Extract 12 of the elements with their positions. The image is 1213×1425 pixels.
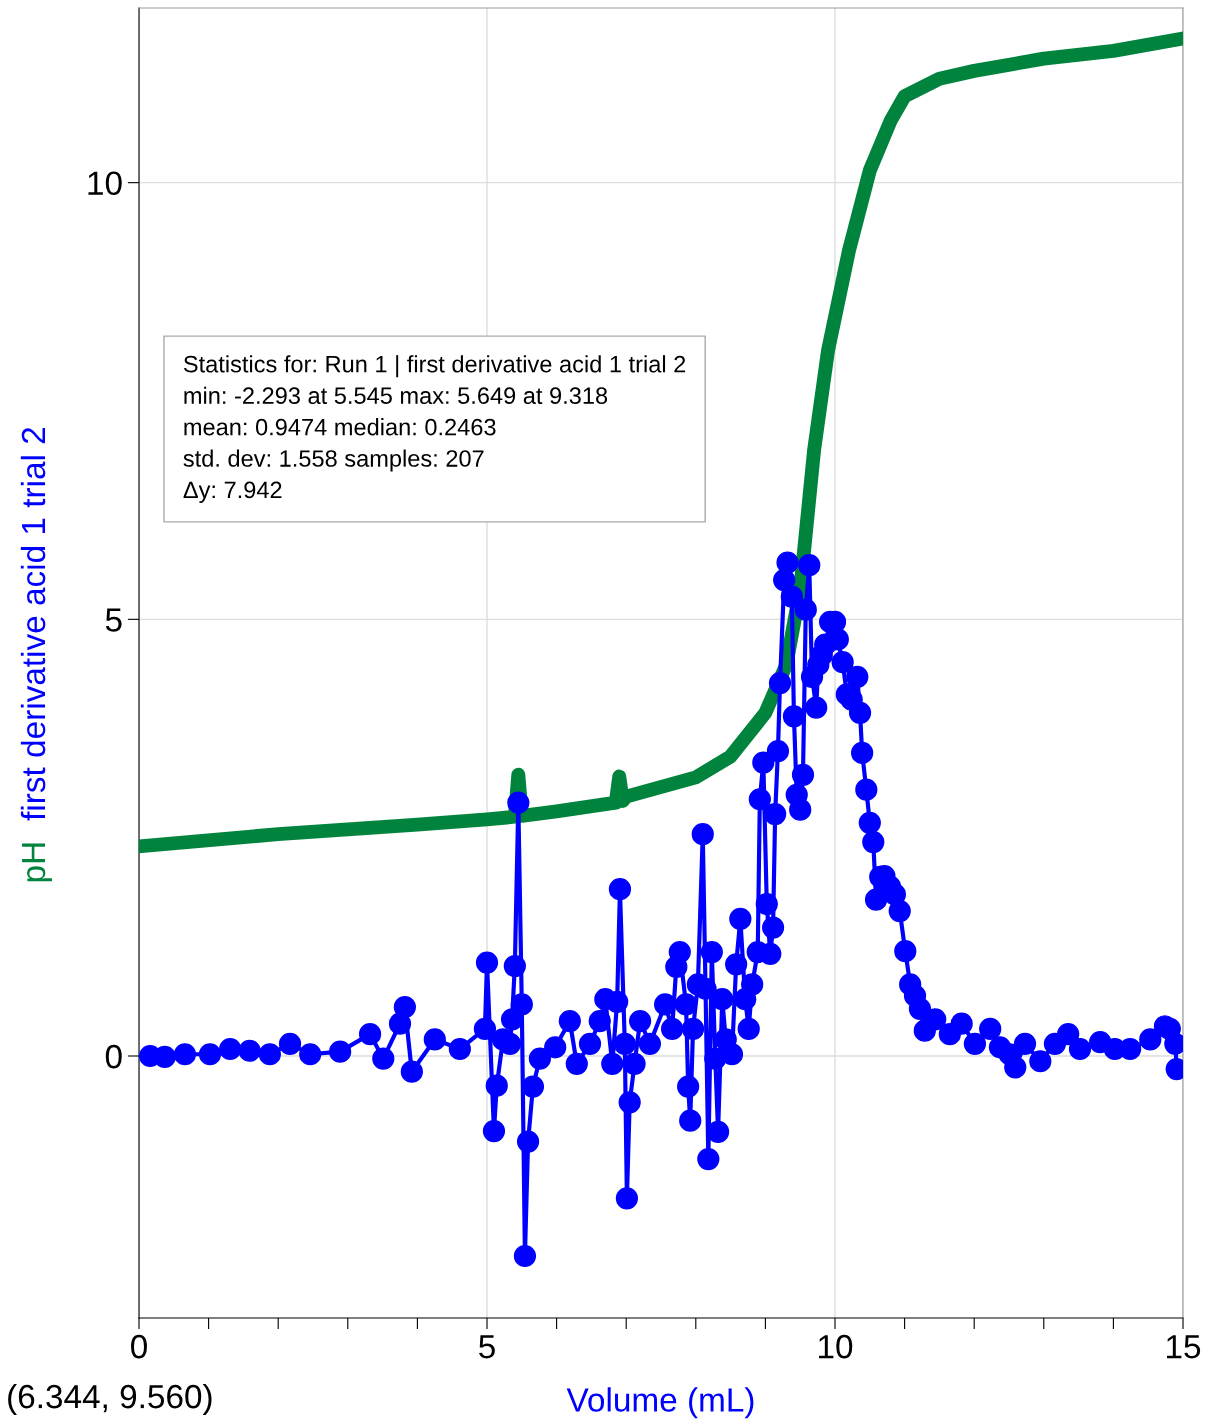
text: (6.344, 9.560) [8,1383,212,1416]
x-tick-label: 10 [819,1334,853,1359]
y-tick-label: 0 [105,1044,122,1069]
text: pH [22,843,52,882]
x-tick-label: 5 [479,1335,495,1359]
x-axis-title: Volume (mL) [566,1387,754,1419]
x-tick-label: 0 [131,1334,147,1359]
annotation: Statistics for: Run 1 | first derivative acid 1 trial 2 min: -2.293 at 5.545 max: 5.649 at 9.318 mean: 0.9474 median: 0.2463 std. dev: 1.558 samples: 207 Δy: 7.942 [183,355,686,503]
y-tick-label: 10 [88,171,122,196]
y-tick-label: 5 [105,608,122,632]
x-tick-label: 15 [1167,1335,1201,1359]
text: first derivative acid 1 trial 2 [20,427,46,821]
